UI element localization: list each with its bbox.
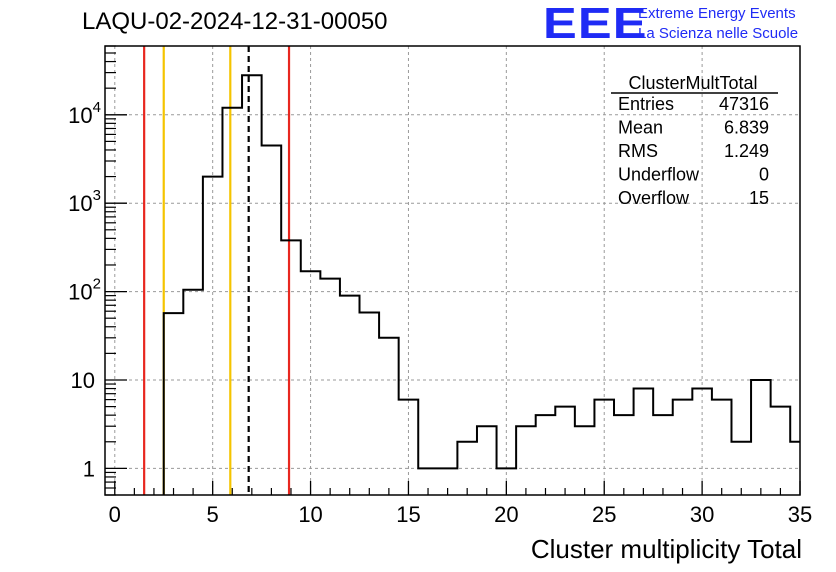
x-axis-label: Cluster multiplicity Total bbox=[531, 534, 802, 564]
stats-row-value: 0 bbox=[759, 165, 769, 185]
stats-row-value: 6.839 bbox=[724, 118, 769, 138]
x-tick-label: 30 bbox=[690, 502, 714, 527]
histogram-outline bbox=[162, 74, 800, 495]
y-tick-label: 1 bbox=[83, 456, 95, 481]
axis-labels: 0 5 10 15 20 25 30 35 1 10 102 103 104 bbox=[68, 99, 812, 527]
x-tick-label: 15 bbox=[396, 502, 420, 527]
stats-row-label: RMS bbox=[618, 141, 658, 161]
x-tick-label: 5 bbox=[207, 502, 219, 527]
marker-lines bbox=[143, 46, 291, 495]
stats-row-label: Entries bbox=[618, 94, 674, 114]
stats-row-value: 1.249 bbox=[724, 141, 769, 161]
stats-header: ClusterMultTotal bbox=[628, 73, 757, 93]
x-tick-label: 35 bbox=[788, 502, 812, 527]
stats-row-value: 15 bbox=[749, 188, 769, 208]
y-tick-label: 104 bbox=[68, 99, 101, 128]
stats-row-label: Underflow bbox=[618, 165, 700, 185]
stats-rows: Entries 47316 Mean 6.839 RMS 1.249 Underflow 0 O… bbox=[618, 94, 769, 208]
stats-box: ClusterMultTotal Entries 47316 Mean 6.839 RM… bbox=[611, 73, 778, 208]
x-tick-label: 0 bbox=[109, 502, 121, 527]
run-title: LAQU-02-2024-12-31-00050 bbox=[82, 8, 388, 35]
x-tick-label: 10 bbox=[298, 502, 322, 527]
y-tick-label: 10 bbox=[71, 368, 95, 393]
axis-ticks bbox=[105, 45, 801, 496]
x-tick-label: 20 bbox=[494, 502, 518, 527]
stats-row-value: 47316 bbox=[719, 94, 769, 114]
stats-row-label: Mean bbox=[618, 118, 663, 138]
eee-logo-mark: EEE bbox=[543, 0, 648, 48]
stats-row-label: Overflow bbox=[618, 188, 690, 208]
x-tick-label: 25 bbox=[592, 502, 616, 527]
plot-frame bbox=[104, 45, 801, 496]
y-tick-label: 102 bbox=[68, 276, 101, 305]
eee-logo-line1: Extreme Energy Events bbox=[638, 5, 796, 22]
y-tick-label: 103 bbox=[68, 187, 101, 216]
eee-logo-line2: La Scienza nelle Scuole bbox=[638, 25, 799, 42]
grid-lines bbox=[105, 46, 801, 495]
eee-logo: EEE Extreme Energy Events La Scienza nel… bbox=[540, 0, 836, 48]
